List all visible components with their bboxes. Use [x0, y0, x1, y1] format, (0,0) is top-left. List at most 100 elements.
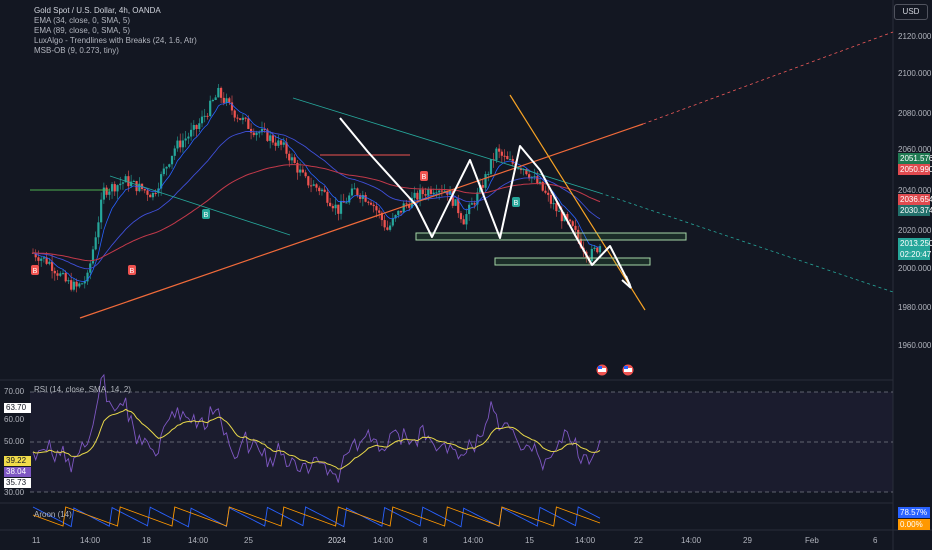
candle-body	[151, 192, 155, 198]
candle-body	[517, 168, 520, 170]
rsi-tick: 50.00	[4, 437, 25, 446]
candle-body	[56, 273, 59, 276]
ema-fast-line	[32, 102, 601, 282]
candle-body	[533, 176, 536, 178]
candle-body	[386, 227, 389, 230]
us-flag-stripe	[624, 368, 632, 372]
candle-body	[372, 204, 375, 207]
signal-marker-text: B	[130, 268, 135, 275]
rsi-legend[interactable]: RSI (14, close, SMA, 14, 2)	[34, 385, 131, 394]
chart-legend[interactable]: Gold Spot / U.S. Dollar, 4h, OANDA EMA (…	[34, 6, 197, 56]
signal-marker[interactable]	[512, 197, 520, 207]
symbol-title[interactable]: Gold Spot / U.S. Dollar, 4h, OANDA	[34, 6, 161, 15]
candle-body	[100, 199, 103, 223]
candle-body	[37, 257, 40, 261]
price-tick: 2080.000	[898, 109, 932, 118]
candle-body	[552, 203, 555, 205]
candle-body	[219, 87, 223, 98]
order-block-upper[interactable]	[415, 232, 687, 241]
candle-body	[209, 100, 212, 117]
rsi-tick: 60.00	[4, 415, 25, 424]
candle-body	[241, 117, 244, 120]
us-flag-stripe	[598, 368, 606, 372]
candle-body	[405, 203, 408, 205]
legend-msb-ob[interactable]: MSB-OB (9, 0.273, tiny)	[34, 46, 119, 55]
candle-body	[337, 204, 340, 214]
candle-body	[350, 188, 354, 196]
price-tick: 2060.000	[898, 145, 932, 154]
signal-marker[interactable]	[202, 209, 210, 219]
candle-body	[127, 176, 130, 187]
price-tick: 2100.000	[898, 69, 932, 78]
candle-body	[329, 202, 332, 207]
candle-body	[217, 87, 220, 98]
candle-body	[598, 246, 602, 253]
candle-body	[536, 176, 539, 184]
legend-ema89[interactable]: EMA (89, close, 0, SMA, 5)	[34, 26, 131, 35]
us-flag-canton	[624, 366, 628, 369]
candle-body	[285, 142, 288, 154]
candle-body	[78, 283, 81, 287]
price-tick: 2000.000	[898, 264, 932, 273]
candle-body	[108, 191, 111, 195]
candle-body	[348, 195, 351, 203]
candle-body	[331, 206, 334, 209]
order-block-lower[interactable]	[494, 257, 651, 266]
candle-body	[97, 222, 100, 238]
candle-body	[304, 172, 307, 177]
candle-body	[525, 169, 528, 175]
candle-body	[443, 190, 446, 192]
time-label: 14:00	[188, 536, 209, 545]
price-badge-ema89: 2030.374	[898, 205, 932, 216]
currency-button[interactable]: USD	[894, 4, 928, 20]
candle-body	[48, 261, 51, 264]
candle-body	[249, 128, 253, 133]
candle-body	[162, 168, 165, 175]
candle-body	[269, 135, 272, 141]
candle-body	[432, 192, 435, 194]
time-label: Feb	[805, 536, 819, 545]
candle-body	[353, 188, 356, 190]
trendline-short	[109, 175, 291, 236]
current-price-badge: 2013.250	[898, 238, 932, 249]
candle-body	[228, 98, 231, 103]
aroon-legend[interactable]: Aroon (14)	[34, 510, 72, 519]
rsi-layer	[32, 373, 601, 483]
candle-body	[364, 194, 367, 202]
legend-ema34[interactable]: EMA (34, close, 0, SMA, 5)	[34, 16, 131, 25]
candle-body	[413, 192, 416, 198]
candle-body	[476, 192, 479, 205]
candle-body	[203, 115, 206, 117]
overlays-layer: B B B B B	[30, 31, 894, 377]
signal-marker[interactable]	[420, 171, 428, 181]
candle-body	[498, 148, 501, 152]
candle-body	[394, 215, 397, 219]
candle-body	[424, 194, 427, 196]
candle-body	[367, 201, 370, 203]
candle-body	[274, 142, 277, 146]
price-tick: 2120.000	[898, 32, 932, 41]
candle-body	[299, 169, 302, 173]
candle-body	[571, 221, 574, 226]
candle-body	[94, 237, 97, 250]
signal-marker[interactable]	[31, 265, 39, 275]
time-label: 14:00	[373, 536, 394, 545]
signal-marker[interactable]	[128, 265, 136, 275]
legend-luxalgo[interactable]: LuxAlgo - Trendlines with Breaks (24, 1.…	[34, 36, 197, 45]
candle-body	[40, 258, 43, 261]
downtrend-line	[292, 97, 601, 194]
candle-body	[438, 190, 441, 193]
candle-body	[293, 157, 296, 163]
candle-body	[70, 280, 73, 290]
candle-body	[459, 213, 463, 220]
candle-body	[236, 117, 239, 119]
candle-body	[307, 176, 310, 186]
candle-body	[67, 280, 70, 282]
time-label: 8	[423, 536, 428, 545]
candle-body	[457, 199, 460, 214]
candle-body	[296, 162, 299, 173]
time-label: 6	[873, 536, 878, 545]
price-badge-ema-fast-2: 2050.990	[898, 164, 932, 175]
candle-body	[170, 155, 174, 165]
